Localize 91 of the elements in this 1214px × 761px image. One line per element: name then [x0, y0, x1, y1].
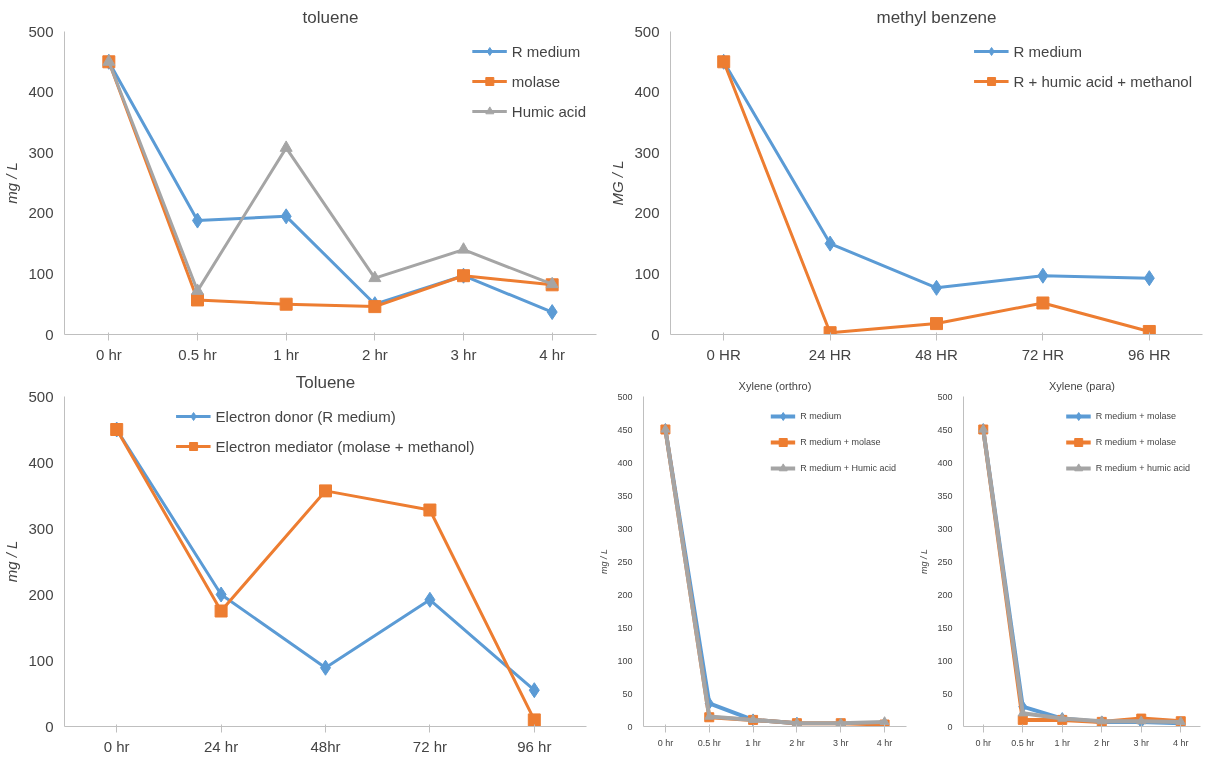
legend-label: R medium — [800, 411, 842, 421]
y-tick-label: 350 — [617, 490, 633, 501]
x-tick-label: 2 hr — [1094, 737, 1110, 748]
y-axis-title: mg / L — [3, 162, 21, 204]
x-tick-label: 24 HR — [808, 345, 852, 363]
y-tick-label: 150 — [937, 622, 953, 633]
y-tick-label: 200 — [28, 585, 54, 603]
legend-label: R medium + molase — [1095, 437, 1176, 447]
y-tick-label: 450 — [617, 424, 633, 435]
x-tick-label: 2 hr — [789, 737, 805, 748]
y-tick-label: 0 — [627, 721, 633, 732]
x-tick-label: 0 hr — [657, 737, 674, 748]
y-tick-label: 500 — [617, 391, 633, 402]
y-tick-label: 100 — [28, 264, 54, 282]
y-tick-label: 400 — [937, 457, 953, 468]
y-tick-label: 500 — [28, 387, 54, 405]
y-tick-label: 500 — [28, 22, 54, 40]
y-tick-label: 300 — [28, 519, 54, 537]
y-tick-label: 200 — [28, 204, 54, 222]
x-tick-label: 1 hr — [273, 345, 300, 363]
legend-label: Electron donor (R medium) — [215, 407, 396, 425]
y-axis-title: mg / L — [919, 548, 930, 574]
y-tick-label: 300 — [617, 523, 633, 534]
legend-label: R medium + molase — [800, 437, 881, 447]
x-tick-label: 0.5 hr — [697, 737, 721, 748]
chart-title: Xylene (orthro) — [738, 379, 812, 392]
x-tick-label: 1 hr — [745, 737, 761, 748]
x-tick-label: 3 hr — [450, 345, 477, 363]
y-tick-label: 400 — [634, 83, 660, 101]
legend-label: R medium — [511, 42, 581, 60]
y-tick-label: 100 — [28, 651, 54, 669]
legend-label: R medium — [1013, 42, 1082, 60]
y-axis-title: mg / L — [3, 540, 21, 583]
x-tick-label: 0 HR — [706, 345, 741, 363]
y-tick-label: 250 — [617, 556, 633, 567]
x-tick-label: 3 hr — [1133, 737, 1150, 748]
x-tick-label: 72 hr — [412, 737, 448, 755]
x-tick-label: 0 hr — [103, 737, 130, 755]
x-tick-label: 0 hr — [975, 737, 992, 748]
y-tick-label: 300 — [28, 143, 54, 161]
y-tick-label: 150 — [617, 622, 633, 633]
x-tick-label: 1 hr — [1054, 737, 1071, 748]
y-tick-label: 0 — [651, 325, 660, 343]
y-tick-label: 0 — [45, 717, 54, 735]
x-tick-label: 72 HR — [1021, 345, 1065, 363]
y-tick-label: 350 — [937, 490, 953, 501]
y-tick-label: 500 — [937, 391, 953, 402]
x-tick-label: 3 hr — [833, 737, 849, 748]
y-tick-label: 300 — [937, 523, 953, 534]
x-tick-label: 96 hr — [517, 737, 552, 755]
x-tick-label: 4 hr — [1173, 737, 1189, 748]
y-tick-label: 400 — [617, 457, 633, 468]
y-tick-label: 0 — [947, 721, 953, 732]
y-tick-label: 200 — [617, 589, 633, 600]
legend-label: molase — [511, 72, 561, 90]
y-tick-label: 100 — [617, 655, 633, 666]
x-tick-label: 4 hr — [876, 737, 893, 748]
y-tick-label: 50 — [622, 688, 633, 699]
chart-title: Xylene (para) — [1048, 379, 1116, 392]
x-tick-label: 0.5 hr — [1011, 737, 1035, 748]
y-tick-label: 400 — [28, 83, 54, 101]
x-tick-label: 0 hr — [95, 345, 122, 363]
y-axis-title: MG / L — [609, 160, 627, 206]
x-tick-label: 48 HR — [915, 345, 958, 363]
y-tick-label: 50 — [942, 688, 953, 699]
y-tick-label: 300 — [634, 143, 660, 161]
y-tick-label: 200 — [937, 589, 953, 600]
y-tick-label: 400 — [28, 453, 54, 471]
x-tick-label: 0.5 hr — [178, 345, 217, 363]
legend-label: Electron mediator (molase + methanol) — [215, 437, 475, 455]
x-tick-label: 4 hr — [539, 345, 566, 363]
legend-label: R medium + humic acid — [1095, 463, 1190, 473]
y-tick-label: 0 — [45, 325, 54, 343]
y-axis-title: mg / L — [599, 548, 610, 574]
y-tick-label: 250 — [937, 556, 953, 567]
legend-label: R + humic acid + methanol — [1013, 72, 1192, 90]
legend-label: Humic acid — [511, 102, 586, 120]
y-tick-label: 500 — [634, 22, 660, 40]
y-tick-label: 450 — [937, 424, 953, 435]
y-tick-label: 100 — [634, 264, 660, 282]
legend-label: R medium + molase — [1095, 411, 1176, 421]
chart-title: Toluene — [295, 372, 356, 392]
x-tick-label: 96 HR — [1128, 345, 1171, 363]
x-tick-label: 2 hr — [361, 345, 388, 363]
y-tick-label: 200 — [634, 204, 660, 222]
chart-title: toluene — [302, 7, 359, 27]
legend-label: R medium + Humic acid — [800, 463, 896, 473]
x-tick-label: 48hr — [310, 737, 341, 755]
chart-title: methyl benzene — [876, 7, 997, 27]
y-tick-label: 100 — [937, 655, 953, 666]
x-tick-label: 24 hr — [204, 737, 239, 755]
